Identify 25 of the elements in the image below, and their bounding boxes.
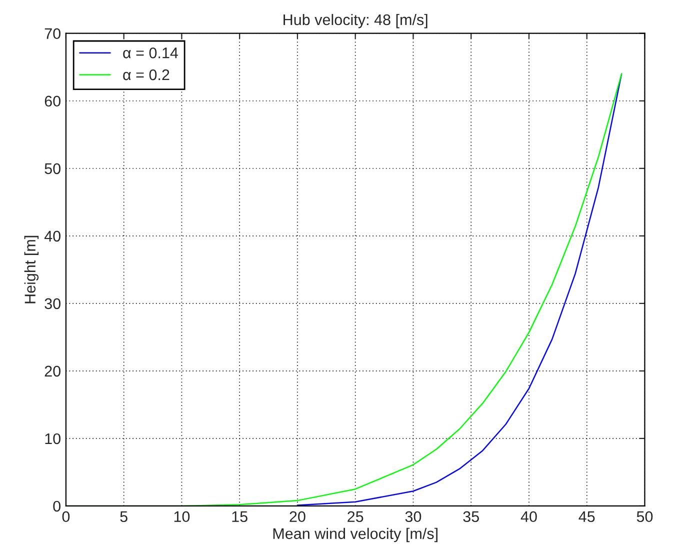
y-tick-label: 30 — [44, 298, 60, 310]
x-tick-label: 20 — [290, 511, 306, 522]
x-tick-label: 35 — [463, 511, 479, 522]
y-tick-label: 40 — [44, 230, 60, 242]
line-series — [296, 73, 622, 506]
y-tick-label: 60 — [44, 96, 60, 107]
x-tick-label: 5 — [120, 511, 128, 522]
x-tick-label: 0 — [62, 511, 70, 522]
x-tick-label: 40 — [520, 511, 537, 522]
y-tick-label: 50 — [44, 163, 60, 174]
x-tick-label: 45 — [578, 511, 595, 522]
x-tick-label: 10 — [174, 511, 190, 522]
y-tick-label: 20 — [44, 366, 60, 377]
x-tick-label: 15 — [232, 511, 248, 522]
x-tick-label: 30 — [405, 511, 422, 522]
x-tick-label: 25 — [348, 511, 364, 522]
legend-label: α = 0.14 — [123, 48, 178, 58]
x-axis-title: Mean wind velocity [m/s] — [273, 528, 438, 542]
y-axis-title: Height [m] — [24, 236, 39, 304]
legend-label: α = 0.2 — [123, 69, 170, 80]
x-tick-label: 50 — [636, 511, 653, 522]
y-tick-label: 10 — [45, 433, 60, 444]
y-tick-label: 70 — [44, 28, 60, 40]
chart-title: Hub velocity: 48 [m/s] — [284, 14, 428, 28]
y-tick-label: 0 — [53, 500, 60, 512]
